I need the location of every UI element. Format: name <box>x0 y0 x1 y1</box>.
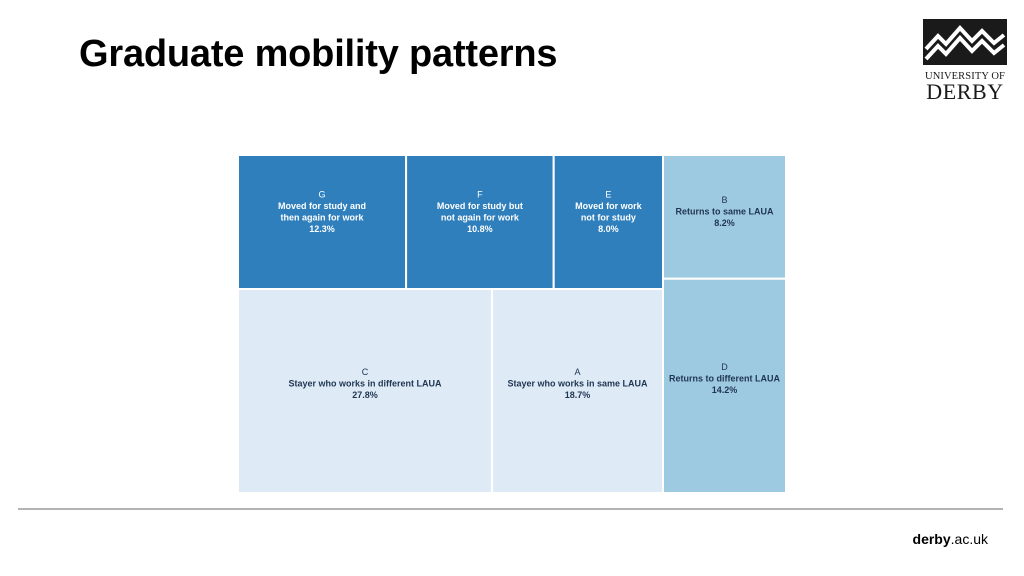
footer-url-bold: derby <box>912 531 951 547</box>
cell-code-label: B <box>721 195 727 205</box>
cell-description-label: Moved for study but <box>437 201 523 211</box>
slide-title: Graduate mobility patterns <box>79 33 558 75</box>
treemap-rect-b <box>662 154 787 280</box>
cell-description-label: Moved for work <box>575 201 643 211</box>
cell-code-label: G <box>319 189 326 199</box>
cell-percent-label: 8.2% <box>714 218 735 228</box>
cell-description-label: Returns to same LAUA <box>675 207 774 217</box>
treemap-rect-e <box>552 154 664 290</box>
cell-description-label: not for study <box>581 212 636 222</box>
cell-description-label: Moved for study and <box>278 201 366 211</box>
cell-description-label: Stayer who works in same LAUA <box>508 378 649 388</box>
treemap-rect-c <box>237 288 494 494</box>
footer-divider <box>18 508 1003 510</box>
cell-percent-label: 12.3% <box>309 224 335 234</box>
cell-code-label: F <box>477 189 483 199</box>
footer-url-rest: .ac.uk <box>950 531 988 547</box>
cell-percent-label: 8.0% <box>598 224 619 234</box>
cell-percent-label: 27.8% <box>352 390 378 400</box>
cell-percent-label: 14.2% <box>712 385 738 395</box>
cell-description-label: then again for work <box>281 212 365 222</box>
logo-derby: DERBY <box>926 79 1004 104</box>
footer-url[interactable]: derby.ac.uk <box>913 531 988 547</box>
cell-description-label: Stayer who works in different LAUA <box>289 378 443 388</box>
cell-code-label: A <box>575 367 581 377</box>
treemap-rect-g <box>237 154 408 290</box>
logo-university-of: UNIVERSITY OF <box>925 71 1005 82</box>
cell-code-label: C <box>362 367 369 377</box>
treemap-chart: G Moved for study and then again for work 1… <box>237 154 787 494</box>
mountains-logo-icon <box>923 19 1007 65</box>
cell-description-label: not again for work <box>441 212 520 222</box>
university-logo: UNIVERSITY OF DERBY <box>922 19 1008 104</box>
treemap-rect-a <box>491 288 664 494</box>
treemap-rect-d <box>662 277 787 494</box>
cell-code-label: E <box>605 189 611 199</box>
cell-description-label: Returns to different LAUA <box>669 373 780 383</box>
cell-code-label: D <box>721 362 728 372</box>
cell-percent-label: 10.8% <box>467 224 493 234</box>
cell-percent-label: 18.7% <box>565 390 591 400</box>
